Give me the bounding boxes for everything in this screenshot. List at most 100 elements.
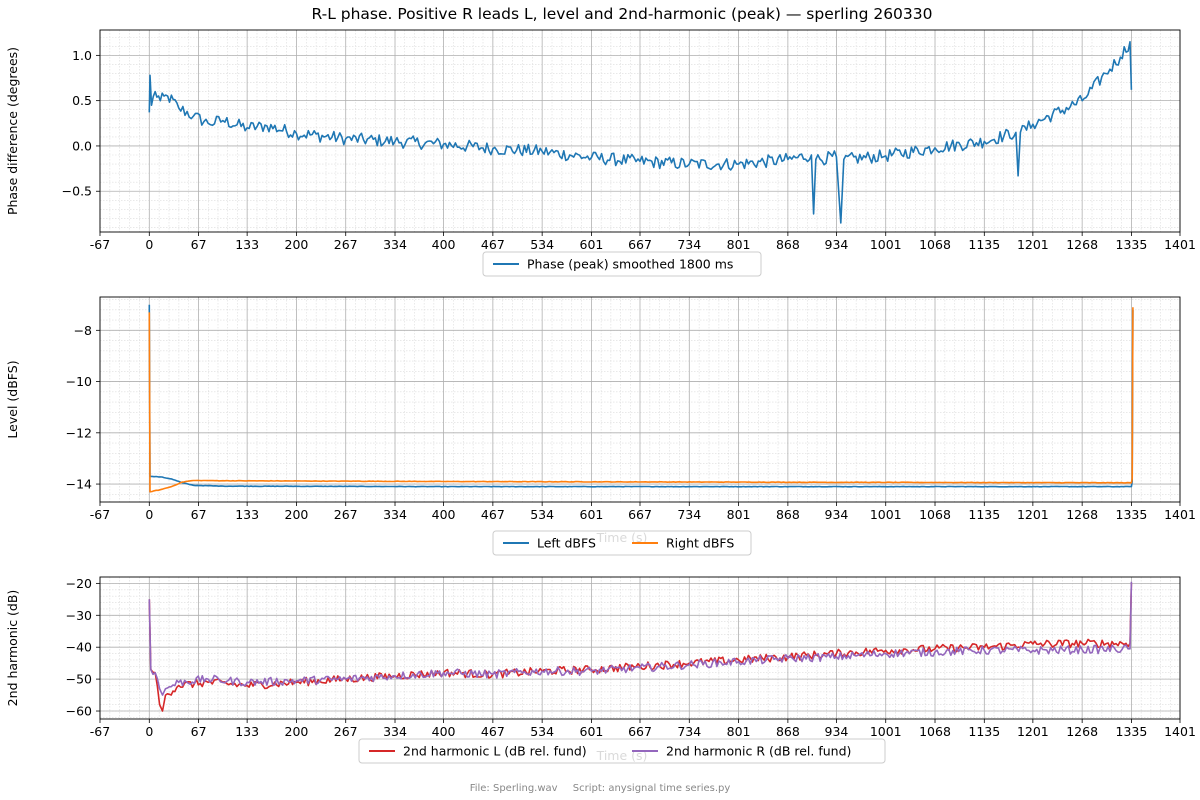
footer-script: Script: anysignal time series.py [572, 783, 731, 794]
footer: File: Sperling.wav Script: anysignal tim… [0, 783, 1200, 794]
x-tick-label: -67 [90, 724, 110, 739]
x-tick-label: 1201 [1017, 724, 1049, 739]
x-tick-label: 1335 [1116, 237, 1148, 252]
x-tick-label: 0 [145, 237, 153, 252]
x-tick-label: 534 [530, 237, 554, 252]
x-tick-label: 1001 [870, 237, 902, 252]
x-tick-label: 734 [677, 507, 701, 522]
x-tick-label: 1201 [1017, 237, 1049, 252]
x-ticks: -67 0 67 133 200 267 334 400 467 534 601 667 734 801 8… [90, 719, 1196, 739]
x-tick-label: 133 [235, 237, 259, 252]
legend: Phase (peak) smoothed 1800 ms [482, 251, 762, 277]
chart-title: R-L phase. Positive R leads L, level and… [311, 5, 932, 23]
footer-file: File: Sperling.wav [469, 783, 558, 794]
x-tick-label: 1001 [870, 507, 902, 522]
x-tick-label: 400 [432, 237, 456, 252]
x-tick-label: 534 [530, 724, 554, 739]
x-tick-label: 801 [727, 507, 751, 522]
x-tick-label: 267 [334, 237, 358, 252]
legend-box [358, 738, 886, 764]
series-group [148, 41, 1133, 224]
y-ticks: 1.0 0.5 0.0 −0.5 [62, 48, 100, 199]
x-tick-label: 133 [235, 724, 259, 739]
legend: 2nd harmonic L (dB rel. fund) 2nd harmoni… [358, 738, 886, 764]
x-tick-label: 1068 [919, 237, 951, 252]
x-tick-label: 1068 [919, 507, 951, 522]
x-tick-label: 667 [628, 724, 652, 739]
x-tick-label: 801 [727, 237, 751, 252]
x-tick-label: 0 [145, 507, 153, 522]
x-tick-label: 334 [383, 724, 407, 739]
x-tick-label: 67 [191, 237, 207, 252]
series-line-2 [148, 581, 1133, 696]
x-tick-label: 734 [677, 724, 701, 739]
y-tick-label: −10 [66, 374, 92, 389]
x-ticks: -67 0 67 133 200 267 334 400 467 534 601 667 734 801 8… [90, 502, 1196, 522]
x-tick-label: 0 [145, 724, 153, 739]
x-tick-label: 133 [235, 507, 259, 522]
y-tick-label: −8 [74, 323, 92, 338]
y-tick-label: −30 [66, 608, 92, 623]
x-tick-label: 667 [628, 237, 652, 252]
x-tick-label: 934 [825, 507, 849, 522]
y-ticks: −20 −30 −40 −50 −60 [66, 576, 100, 719]
x-tick-label: 934 [825, 237, 849, 252]
x-tick-label: 467 [481, 237, 505, 252]
y-tick-label: −50 [66, 672, 92, 687]
y-ticks: −8 −10 −12 −14 [66, 323, 100, 492]
x-tick-label: 1401 [1164, 724, 1196, 739]
y-tick-label: 0.0 [72, 138, 92, 153]
y-axis-label: 2nd harmonic (dB) [5, 590, 20, 707]
x-tick-label: 467 [481, 507, 505, 522]
x-tick-label: 1401 [1164, 507, 1196, 522]
x-tick-label: 1268 [1066, 507, 1098, 522]
y-tick-label: −12 [66, 425, 92, 440]
phase-panel: -67 0 67 133 200 267 334 400 467 534 601 667 734 801 8… [5, 29, 1196, 277]
y-axis-label: Level (dBFS) [5, 360, 20, 438]
y-tick-label: −60 [66, 704, 92, 719]
y-tick-label: 1.0 [72, 48, 92, 63]
x-tick-label: 1135 [968, 507, 1000, 522]
grid [99, 297, 1181, 502]
y-tick-label: −40 [66, 640, 92, 655]
x-tick-label: 601 [580, 237, 604, 252]
harmonic-panel: -67 0 67 133 200 267 334 400 467 534 601 667 734 801 8… [5, 576, 1196, 764]
x-tick-label: 334 [383, 507, 407, 522]
x-tick-label: 1268 [1066, 724, 1098, 739]
x-tick-label: 200 [285, 237, 309, 252]
legend-label-2: 2nd harmonic R (dB rel. fund) [666, 744, 851, 759]
x-tick-label: 734 [677, 237, 701, 252]
y-tick-label: 0.5 [72, 93, 92, 108]
x-tick-label: 1335 [1116, 507, 1148, 522]
x-tick-label: 67 [191, 724, 207, 739]
x-tick-label: 400 [432, 507, 456, 522]
x-tick-label: 667 [628, 507, 652, 522]
x-tick-label: 400 [432, 724, 456, 739]
y-tick-label: −20 [66, 576, 92, 591]
x-tick-label: 1135 [968, 237, 1000, 252]
legend-label-1: Phase (peak) smoothed 1800 ms [527, 257, 733, 272]
x-tick-label: 868 [776, 237, 800, 252]
x-tick-label: 868 [776, 724, 800, 739]
series-line-1 [148, 304, 1134, 488]
x-tick-label: 1401 [1164, 237, 1196, 252]
x-ticks: -67 0 67 133 200 267 334 400 467 534 601 667 734 801 8… [90, 232, 1196, 252]
series-line-1 [148, 41, 1133, 224]
x-tick-label: 1201 [1017, 507, 1049, 522]
level-panel: -67 0 67 133 200 267 334 400 467 534 601 667 734 801 8… [5, 296, 1196, 556]
x-tick-label: 601 [580, 507, 604, 522]
x-tick-label: 1068 [919, 724, 951, 739]
x-tick-label: 601 [580, 724, 604, 739]
y-axis-label: Phase difference (degrees) [5, 47, 20, 215]
grid [99, 30, 1181, 232]
x-tick-label: 1135 [968, 724, 1000, 739]
x-tick-label: 934 [825, 724, 849, 739]
x-tick-label: 801 [727, 724, 751, 739]
x-tick-label: 534 [530, 507, 554, 522]
x-tick-label: 267 [334, 724, 358, 739]
x-tick-label: 467 [481, 724, 505, 739]
x-tick-label: 200 [285, 507, 309, 522]
x-tick-label: -67 [90, 237, 110, 252]
x-tick-label: 267 [334, 507, 358, 522]
